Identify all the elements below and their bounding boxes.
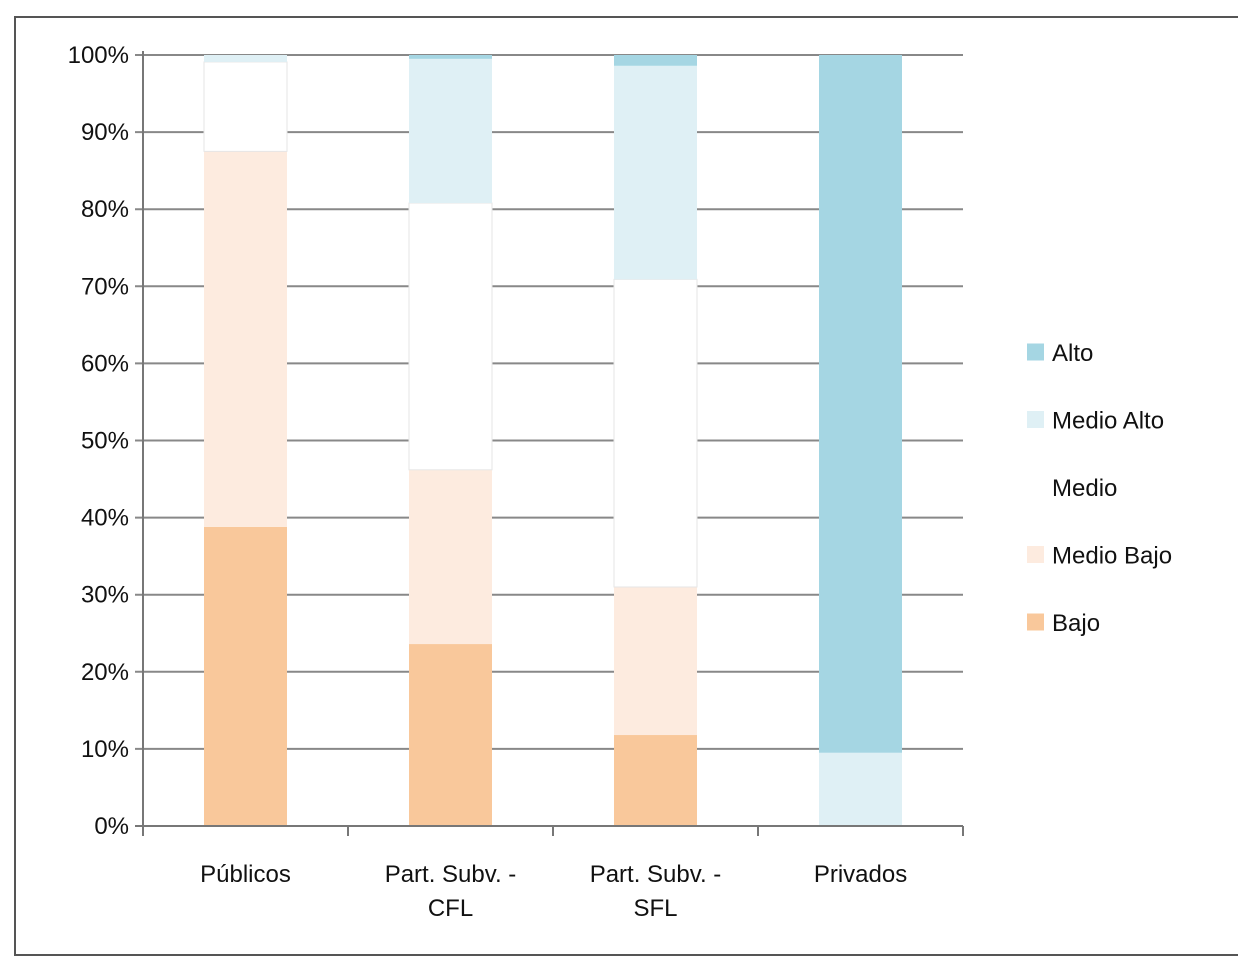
bar-segment-alto (409, 55, 492, 59)
axes (135, 51, 964, 836)
y-tick-label: 0% (94, 813, 129, 840)
bar-segment-bajo (614, 735, 697, 826)
legend-swatch (1027, 411, 1044, 428)
y-tick-label: 80% (81, 196, 129, 223)
bar-segment-medio (203, 61, 288, 152)
bar-segment-medio (613, 278, 698, 588)
bar-segment-medio-bajo (614, 586, 697, 736)
y-tick-label: 30% (81, 582, 129, 609)
y-tick-label: 20% (81, 659, 129, 686)
y-tick-label: 60% (81, 350, 129, 377)
y-tick-label: 100% (68, 42, 129, 69)
legend-label: Medio Bajo (1052, 543, 1172, 570)
legend: Alto Medio Alto Medio Medio Bajo Bajo (1027, 340, 1172, 637)
legend-swatch (1027, 478, 1044, 496)
legend-label: Alto (1052, 340, 1093, 367)
legend-item: Medio (1027, 475, 1117, 502)
bar-stack (203, 55, 288, 826)
x-category-label: Part. Subv. -CFL (385, 861, 517, 922)
legend-item: Bajo (1027, 610, 1100, 637)
bar-segment-medio-alto (614, 65, 697, 280)
bar-segment-alto (819, 55, 902, 753)
legend-swatch (1027, 546, 1044, 563)
bar-stack (613, 55, 698, 826)
legend-label: Bajo (1052, 610, 1100, 637)
legend-swatch (1027, 343, 1044, 361)
y-tick-label: 50% (81, 428, 129, 455)
bar-stack (408, 55, 493, 826)
bar-segment-medio-bajo (204, 151, 287, 527)
bar-segment-alto (614, 55, 697, 66)
y-tick-label: 70% (81, 273, 129, 300)
bar-segment-medio-alto (819, 752, 902, 826)
x-category-label: Part. Subv. -SFL (590, 861, 722, 922)
legend-label: Medio Alto (1052, 408, 1164, 435)
y-tick-label: 10% (81, 736, 129, 763)
bar-segment-medio-alto (409, 58, 492, 204)
legend-item: Medio Bajo (1027, 543, 1172, 570)
legend-item: Alto (1027, 340, 1093, 367)
bar-stack (819, 55, 902, 826)
bar-segment-medio-alto (204, 55, 287, 62)
bar-segment-bajo (409, 644, 492, 826)
y-tick-label: 40% (81, 505, 129, 532)
x-category-label: Públicos (200, 861, 291, 888)
legend-label: Medio (1052, 475, 1117, 502)
bar-segment-bajo (204, 526, 287, 826)
y-tick-labels: 0% 10% 20% 30% 40% 50% 60% 70% 80% 90% 100% (68, 42, 129, 840)
x-category-labels: Públicos Part. Subv. -CFL Part. Subv. -SFL… (200, 861, 907, 922)
legend-swatch (1027, 613, 1044, 631)
bar-stacks (203, 55, 902, 826)
bar-segment-medio-bajo (409, 469, 492, 645)
bar-segment-medio (408, 202, 493, 471)
x-category-label: Privados (814, 861, 907, 888)
legend-item: Medio Alto (1027, 408, 1164, 435)
y-tick-label: 90% (81, 119, 129, 146)
